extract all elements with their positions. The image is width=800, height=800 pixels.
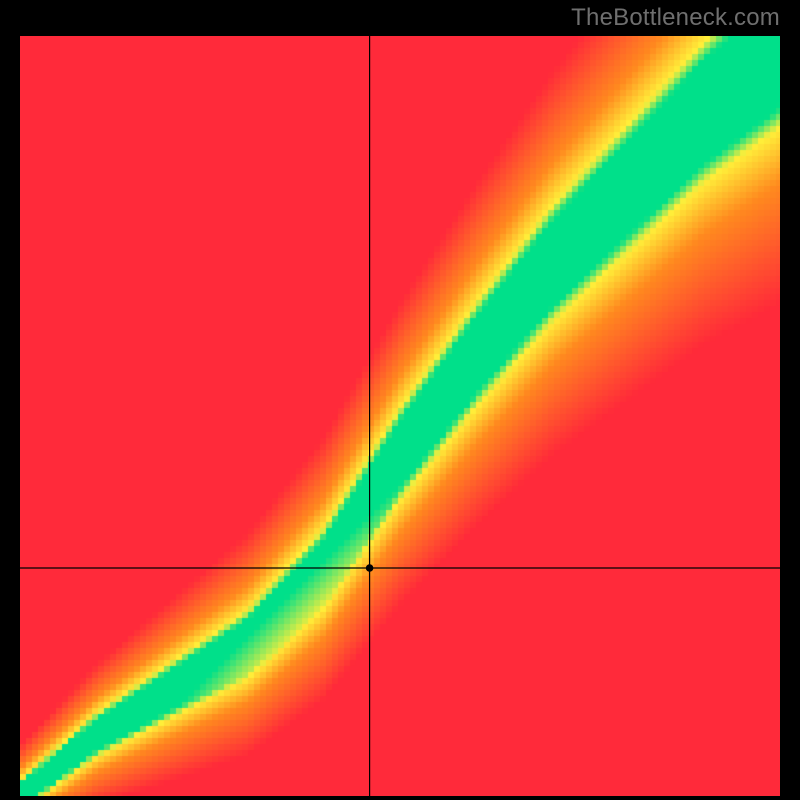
heatmap-canvas [20, 36, 780, 796]
chart-frame: TheBottleneck.com [0, 0, 800, 800]
watermark-text: TheBottleneck.com [571, 4, 780, 32]
heatmap-plot [20, 36, 780, 796]
